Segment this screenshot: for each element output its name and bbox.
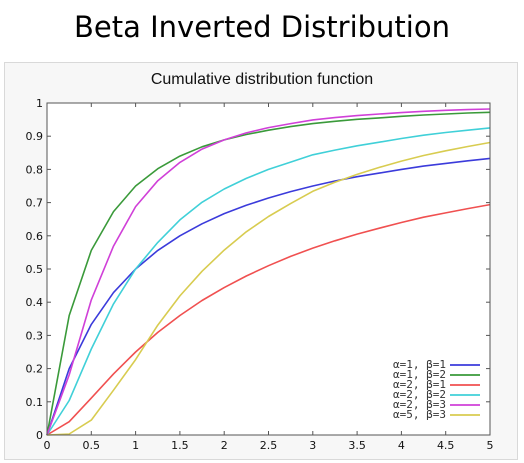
x-tick-label: 2 (221, 439, 228, 452)
y-tick-label: 0.8 (26, 163, 44, 176)
x-tick-label: 0.5 (83, 439, 101, 452)
y-tick-label: 0 (36, 429, 43, 442)
series-line-4 (46, 127, 491, 436)
y-tick-label: 0.7 (26, 197, 44, 210)
y-tick-label: 1 (36, 97, 43, 110)
y-tick-label: 0.3 (26, 329, 44, 342)
y-tick-label: 0.2 (26, 363, 44, 376)
y-tick-label: 0.1 (26, 396, 44, 409)
series-lines (46, 108, 491, 436)
legend-label-4: α=2, β=2 (393, 388, 446, 401)
cdf-chart: Cumulative distribution function 0 0.5 1 1.… (26, 71, 494, 452)
y-tick-label: 0.9 (26, 130, 44, 143)
x-tick-label: 4.5 (437, 439, 455, 452)
legend-label-5: α=2, β=3 (393, 398, 446, 411)
x-tick-label: 4 (398, 439, 405, 452)
y-tick-label: 0.6 (26, 230, 44, 243)
chart-figure: Cumulative distribution function 0 0.5 1 1.… (4, 62, 518, 460)
x-tick-label: 1.5 (171, 439, 189, 452)
page-title: Beta Inverted Distribution (74, 10, 450, 44)
chart-title: Cumulative distribution function (151, 71, 373, 88)
axes: 0 0.5 1 1.5 2 2.5 3 3.5 4 4.5 5 0 0.1 0.2 0.3 0.4 0.5 0.6… (26, 97, 494, 452)
y-tick-label: 0.4 (26, 296, 44, 309)
legend-label-1: α=1, β=1 (393, 358, 446, 371)
x-tick-label: 3.5 (348, 439, 366, 452)
x-tick-label: 0 (44, 439, 51, 452)
x-tick-label: 2.5 (260, 439, 278, 452)
x-tick-label: 1 (132, 439, 139, 452)
y-tick-label: 0.5 (26, 263, 44, 276)
legend: α=1, β=1α=1, β=2α=2, β=1α=2, β=2α=2, β=3… (366, 354, 480, 421)
series-line-3 (46, 203, 491, 436)
x-tick-label: 5 (487, 439, 494, 452)
legend-label-2: α=1, β=2 (393, 368, 446, 381)
series-line-6 (46, 141, 491, 436)
series-line-1 (46, 157, 491, 436)
legend-label-6: α=5, β=3 (393, 408, 446, 421)
x-tick-label: 3 (309, 439, 316, 452)
series-line-2 (46, 111, 491, 436)
series-line-5 (46, 108, 491, 436)
legend-label-3: α=2, β=1 (393, 378, 446, 391)
